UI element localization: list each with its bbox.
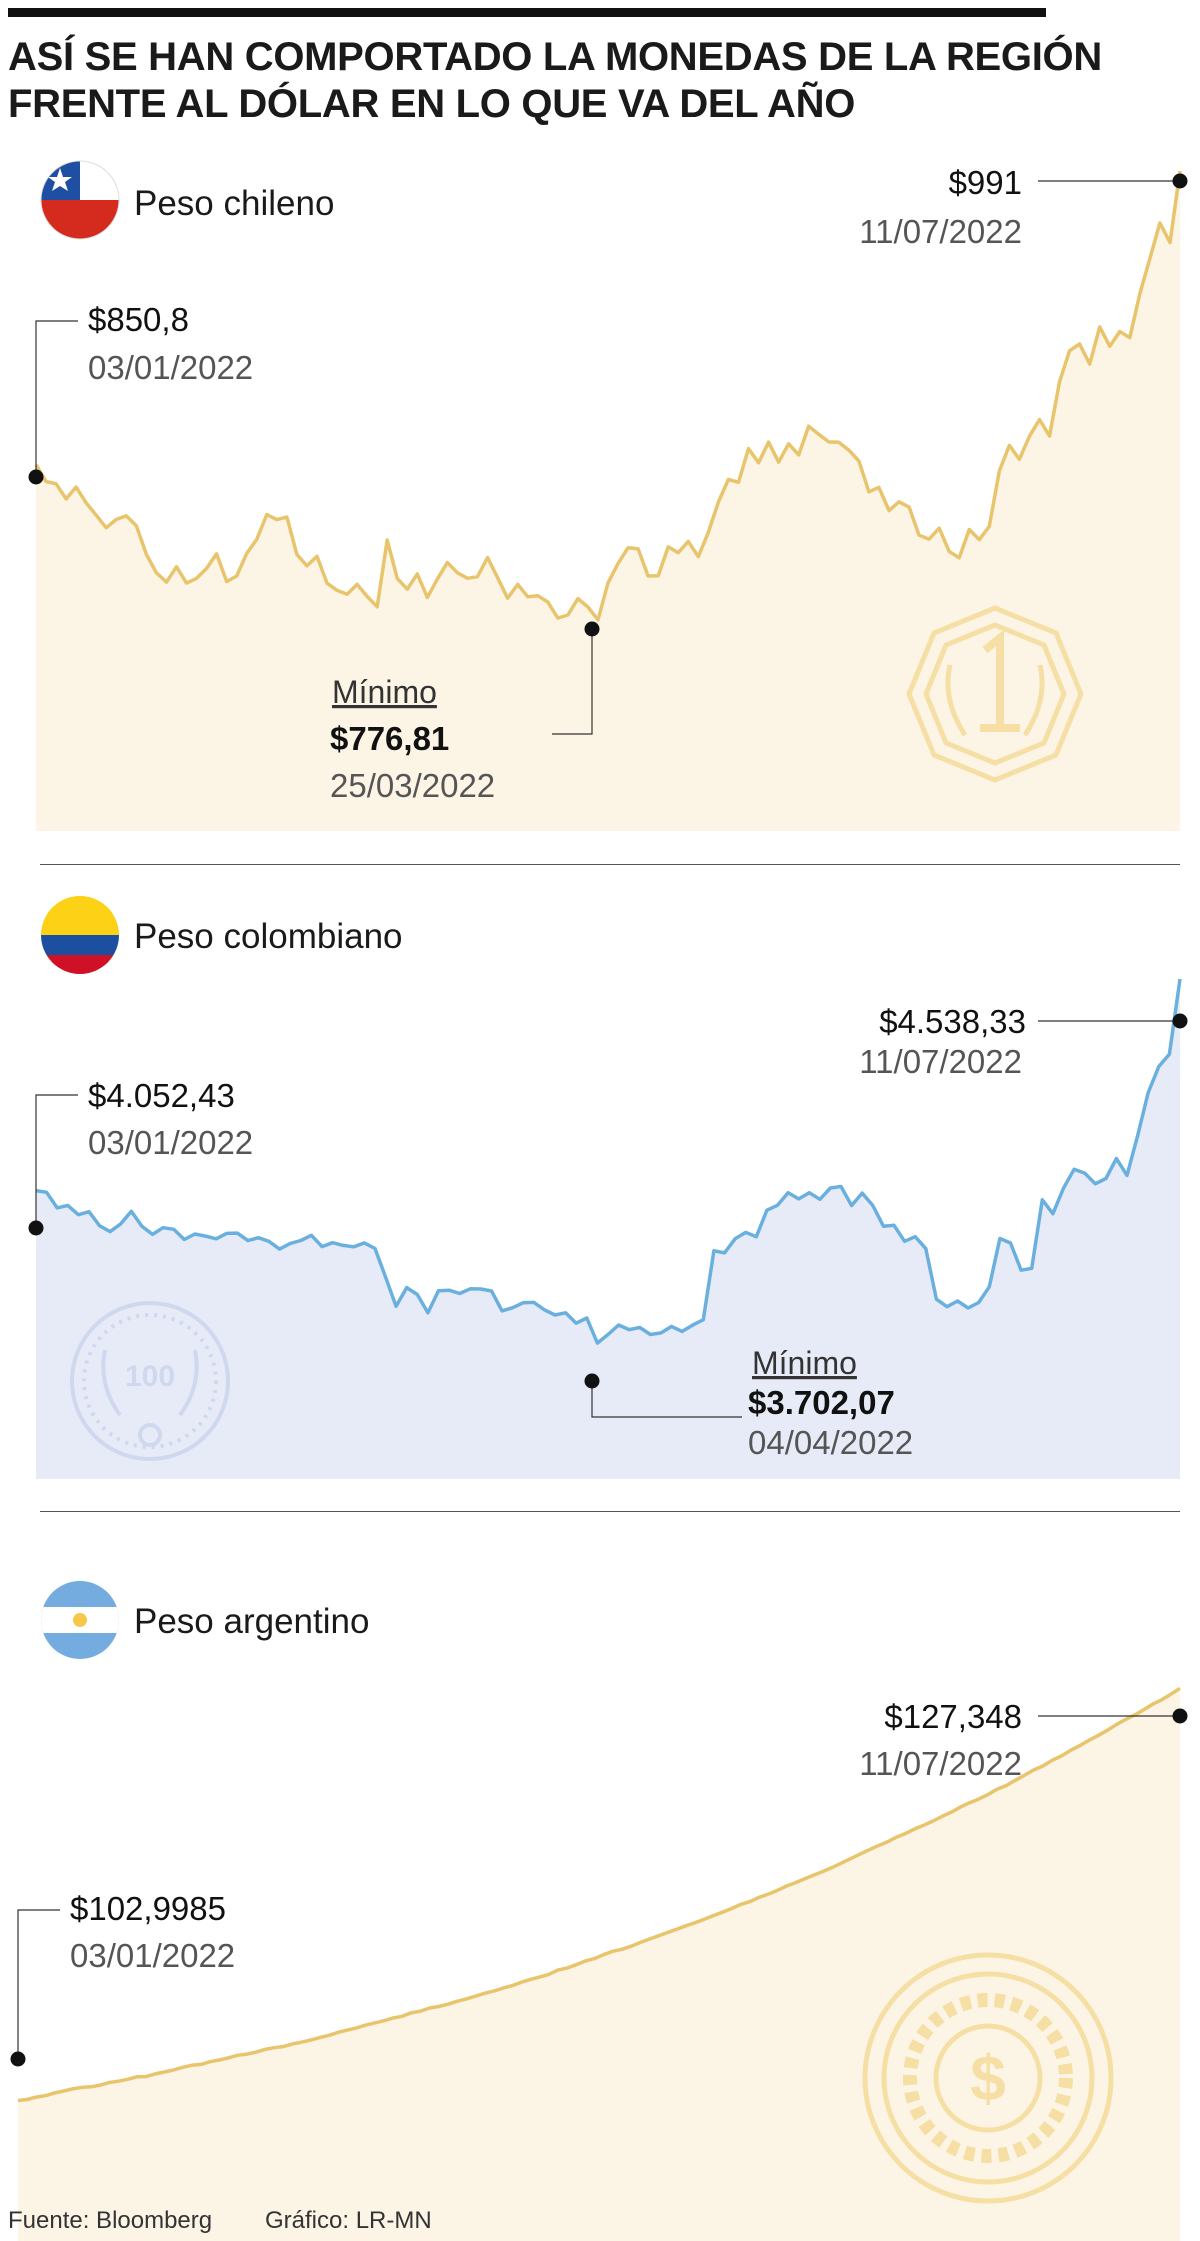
end-date-label: 11/07/2022 <box>859 1043 1022 1080</box>
header-rule <box>8 8 1046 17</box>
start-marker <box>28 469 44 485</box>
coin-100-pesos-icon <box>70 1301 230 1461</box>
leader-line <box>17 1909 60 2059</box>
end-value-label: $127,348 <box>884 1698 1022 1735</box>
chart-peso-argentino: $ Peso argentino $102,9985 03/01/2022 $1… <box>10 1581 1188 2241</box>
coin-watermark-text: $ <box>970 2042 1006 2114</box>
end-marker <box>1172 173 1188 189</box>
start-value-label: $850,8 <box>88 301 189 338</box>
chile-flag-icon <box>40 160 120 240</box>
start-value-label: $102,9985 <box>70 1890 226 1927</box>
min-value-label: $776,81 <box>330 720 449 757</box>
end-date-label: 11/07/2022 <box>859 1745 1022 1782</box>
credit-note: Gráfico: LR-MN <box>265 2207 432 2234</box>
leader-line <box>552 629 593 735</box>
chart-peso-colombiano: 100 Peso colombiano $4.052,43 03/01/2022… <box>28 896 1188 1479</box>
start-marker <box>28 1220 44 1236</box>
series-line-chile <box>34 170 1182 622</box>
chart-title: Peso argentino <box>134 1602 369 1641</box>
end-date-label: 11/07/2022 <box>859 213 1022 250</box>
coin-dollar-sun-icon <box>862 1952 1114 2204</box>
min-heading-label: Mínimo <box>332 674 437 710</box>
series-line-colombia <box>35 978 1182 1345</box>
section-divider <box>40 1511 1180 1512</box>
end-marker <box>1172 1708 1188 1724</box>
source-note: Fuente: Bloomberg <box>8 2207 213 2234</box>
start-marker <box>10 2051 26 2067</box>
section-divider <box>40 864 1180 865</box>
page-title: ASÍ SE HAN COMPORTADO LA MONEDAS DE LA R… <box>8 35 1102 126</box>
min-date-label: 04/04/2022 <box>748 1424 913 1461</box>
min-heading-label: Mínimo <box>752 1345 857 1381</box>
chart-title: Peso colombiano <box>134 917 403 956</box>
series-line-argentina <box>17 1686 1181 2103</box>
start-date-label: 03/01/2022 <box>88 349 253 386</box>
coin-watermark-text: 100 <box>125 1360 175 1393</box>
argentina-flag-icon <box>41 1581 119 1659</box>
end-value-label: $4.538,33 <box>879 1003 1026 1040</box>
start-value-label: $4.052,43 <box>88 1077 235 1114</box>
min-marker <box>584 621 600 637</box>
min-marker <box>584 1373 600 1389</box>
min-date-label: 25/03/2022 <box>330 767 495 804</box>
area-fill-colombia <box>36 979 1180 1479</box>
chart-title: Peso chileno <box>134 184 334 223</box>
colombia-flag-icon <box>41 896 119 974</box>
coin-1-peso-icon <box>906 605 1084 783</box>
leader-line <box>591 1381 742 1418</box>
end-marker <box>1172 1013 1188 1029</box>
area-fill-chile <box>36 171 1180 831</box>
leader-line <box>35 1094 78 1228</box>
start-date-label: 03/01/2022 <box>70 1937 235 1974</box>
leader-line <box>35 320 78 477</box>
start-date-label: 03/01/2022 <box>88 1124 253 1161</box>
min-value-label: $3.702,07 <box>748 1384 895 1421</box>
end-value-label: $991 <box>949 164 1022 201</box>
chart-peso-chileno: Peso chileno $850,8 03/01/2022 $991 11/0… <box>28 160 1188 831</box>
